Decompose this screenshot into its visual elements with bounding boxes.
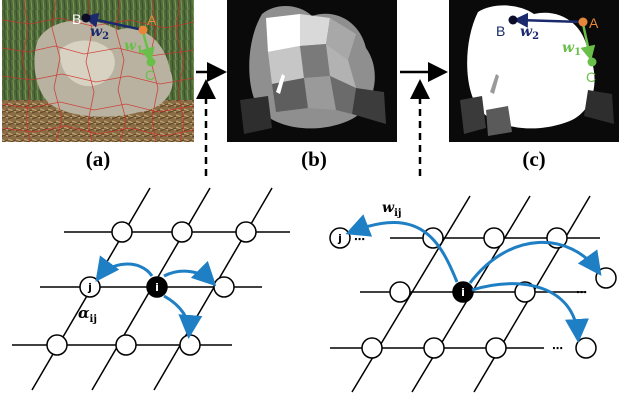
left-node-j-label: j bbox=[87, 281, 92, 294]
right-node-j bbox=[329, 227, 351, 249]
panel-a-point-b: B bbox=[72, 11, 81, 27]
panel-b-map bbox=[227, 0, 397, 142]
panel-c-point-c: C bbox=[586, 69, 596, 85]
right-blue-arrows bbox=[345, 214, 602, 343]
panel-a-w1-label: w1 bbox=[124, 38, 143, 56]
panel-a-caption: (a) bbox=[86, 147, 111, 171]
right-node-j-label: j bbox=[337, 232, 342, 245]
right-ellipsis-j: ⋯ bbox=[354, 233, 365, 246]
right-node-i bbox=[452, 281, 474, 303]
panel-a-point-c: C bbox=[145, 67, 155, 83]
panel-c-point-b: B bbox=[496, 23, 505, 39]
panel-c-w2-label: w2 bbox=[520, 24, 539, 42]
panel-c-map bbox=[449, 0, 619, 142]
panel-a-w2-label: w2 bbox=[90, 24, 109, 42]
panel-a-photo bbox=[1, 0, 195, 143]
left-node-i-label: i bbox=[155, 281, 159, 294]
right-lattice-nodes bbox=[361, 227, 617, 359]
panel-c-point-a: A bbox=[589, 15, 599, 31]
panel-b-caption: (b) bbox=[301, 147, 327, 171]
right-ellipsis-upper: ⋯ bbox=[576, 286, 587, 299]
left-blue-arrows bbox=[95, 255, 217, 339]
panel-c-w1-label: w1 bbox=[562, 40, 581, 58]
panel-c-caption: (c) bbox=[522, 147, 545, 171]
left-alpha-label: αij bbox=[78, 304, 97, 325]
right-w-label: wij bbox=[382, 200, 401, 219]
left-lattice-nodes bbox=[46, 221, 257, 356]
left-node-i bbox=[146, 276, 168, 298]
right-ellipsis-lower: ⋯ bbox=[552, 342, 563, 355]
right-node-i-label: i bbox=[461, 286, 465, 299]
panel-a-point-a: A bbox=[147, 12, 157, 28]
left-node-j bbox=[79, 276, 101, 298]
